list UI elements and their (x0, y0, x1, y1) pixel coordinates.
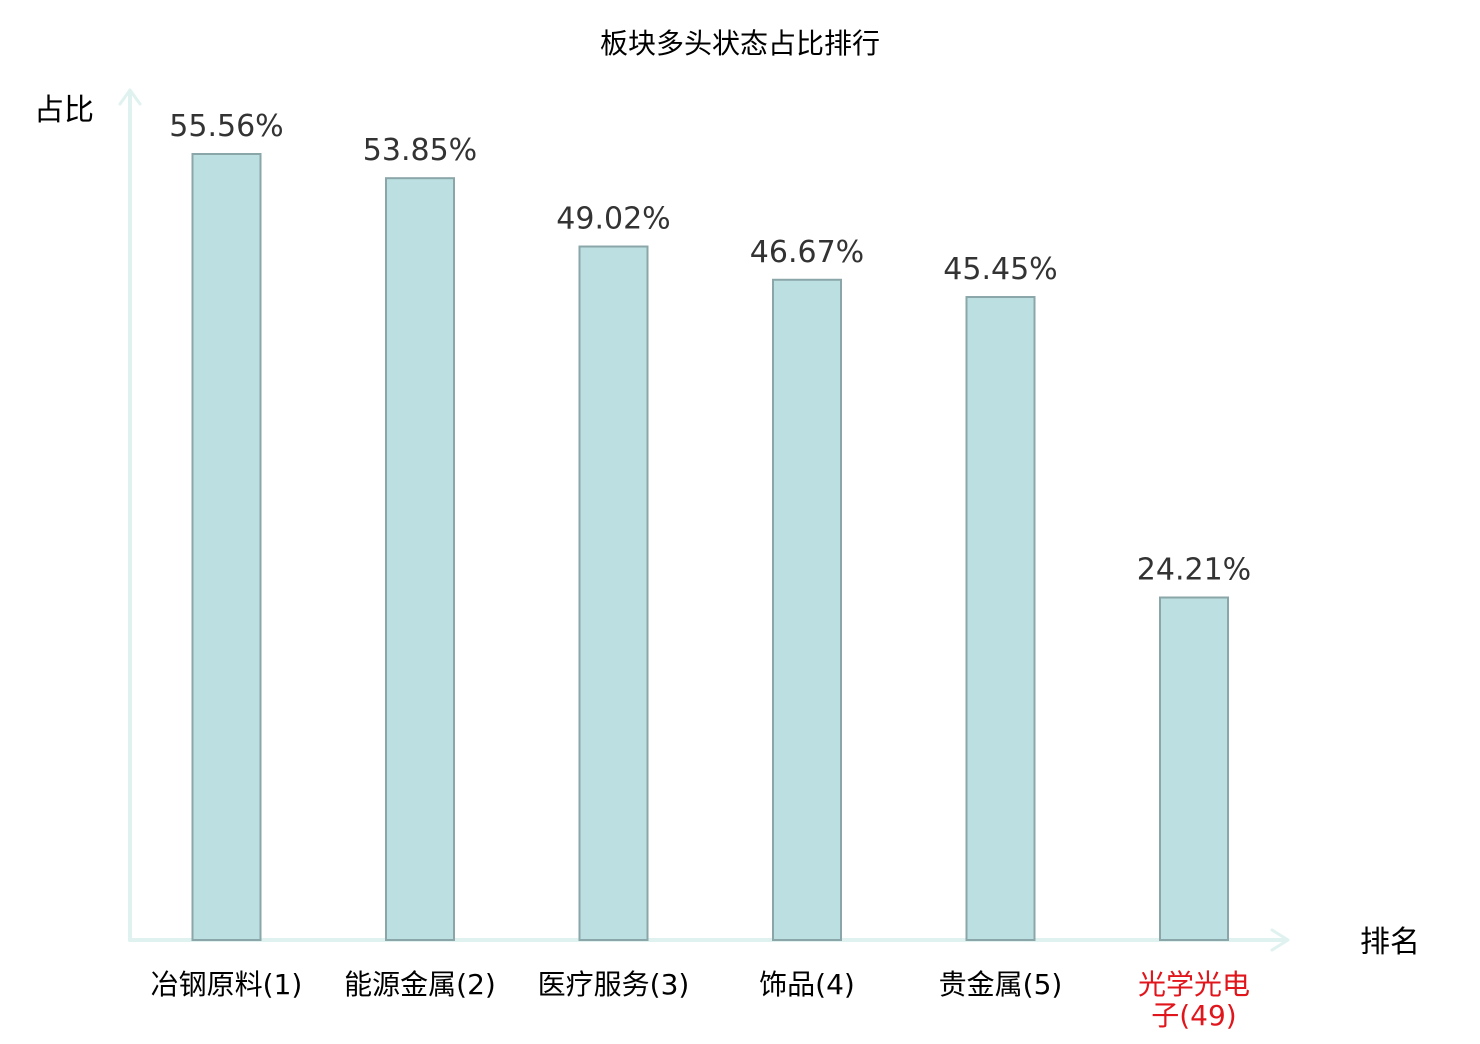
axes (118, 88, 1290, 952)
category-tick-label: 饰品(4) (759, 968, 855, 1001)
x-axis-arrow (1270, 928, 1290, 952)
bars-group (191, 153, 1229, 942)
category-tick-label: 贵金属(5) (939, 968, 1063, 1001)
bar (1159, 596, 1229, 941)
category-tick-label: 医疗服务(3) (538, 968, 690, 1001)
category-tick-label: 冶钢原料(1) (151, 968, 303, 1001)
bar (578, 245, 649, 942)
category-tick-label: 光学光电子(49) (1138, 968, 1250, 1032)
category-tick-label: 能源金属(2) (344, 968, 496, 1001)
chart-title: 板块多头状态占比排行 (600, 27, 880, 60)
x-axis-label: 排名 (1360, 925, 1420, 960)
value-labels-group: 55.56% 53.85% 49.02% 46.67% 45.45% 24.21% (169, 109, 1251, 588)
y-axis-label: 占比 (34, 93, 94, 128)
bar (772, 278, 842, 941)
category-labels-group: 冶钢原料(1) 能源金属(2) 医疗服务(3) 饰品(4) 贵金属(5) 光学光电子(49… (151, 968, 1250, 1032)
bar-value-label: 45.45% (943, 252, 1057, 287)
bar (385, 177, 455, 941)
bar-value-label: 53.85% (363, 133, 477, 168)
bar (965, 296, 1036, 941)
bar (191, 153, 262, 941)
bar-value-label: 24.21% (1137, 553, 1251, 588)
bar-value-label: 46.67% (750, 235, 864, 270)
bar-value-label: 49.02% (556, 202, 670, 237)
bar-value-label: 55.56% (169, 109, 283, 144)
y-axis-arrow (118, 88, 142, 106)
